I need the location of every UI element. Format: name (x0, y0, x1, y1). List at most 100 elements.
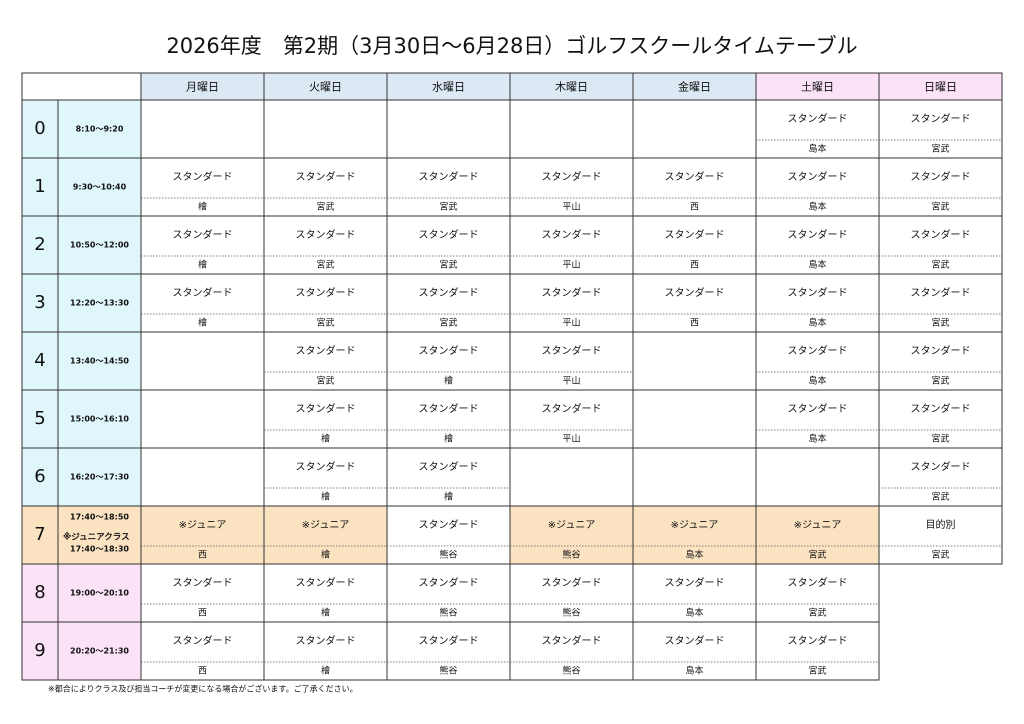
class-cell (632, 563, 757, 623)
class-name: スタンダード (788, 344, 848, 357)
coach-name: 平山 (562, 318, 580, 329)
class-cell (632, 505, 757, 565)
class-cell (509, 447, 634, 507)
class-name: ※ジュニア (671, 520, 719, 531)
class-name: スタンダード (542, 576, 602, 589)
class-name: スタンダード (296, 344, 356, 357)
coach-name: 西 (198, 608, 207, 619)
class-name: スタンダード (296, 402, 356, 415)
class-name: スタンダード (911, 112, 971, 125)
coach-name: 檜 (198, 259, 207, 271)
coach-name: 宮武 (439, 259, 457, 271)
class-cell (509, 621, 634, 681)
class-cell (755, 215, 880, 275)
day-header (263, 72, 388, 101)
class-cell (632, 447, 757, 507)
coach-name: 宮武 (931, 491, 949, 503)
coach-name: 宮武 (316, 375, 334, 387)
period: 5 (34, 408, 45, 429)
coach-name: 檜 (321, 549, 330, 561)
class-cell (140, 215, 265, 275)
class-cell (140, 389, 265, 449)
period-cell (21, 99, 59, 159)
day-label: 水曜日 (432, 81, 465, 94)
class-cell (509, 99, 634, 159)
class-name: スタンダード (542, 344, 602, 357)
class-name: スタンダード (173, 634, 233, 647)
class-cell (263, 331, 388, 391)
coach-name: 西 (690, 318, 699, 329)
period-cell (21, 215, 59, 275)
period: 6 (34, 466, 45, 487)
class-cell (632, 621, 757, 681)
coach-name: 熊谷 (562, 549, 580, 561)
time: 10:50～12:00 (70, 241, 129, 250)
class-cell (509, 215, 634, 275)
coach-name: 平山 (562, 376, 580, 387)
coach-name: 宮武 (931, 317, 949, 329)
class-name: スタンダード (419, 170, 479, 183)
class-cell (755, 621, 880, 681)
class-name: スタンダード (542, 402, 602, 415)
class-name: スタンダード (419, 228, 479, 241)
coach-name: 熊谷 (562, 607, 580, 619)
class-cell (878, 389, 1003, 449)
time: 12:20～13:30 (70, 299, 129, 308)
period: 8 (34, 582, 45, 603)
coach-name: 宮武 (931, 549, 949, 561)
period: 3 (34, 292, 45, 313)
class-cell (263, 621, 388, 681)
time-cell (57, 447, 142, 507)
class-cell (263, 563, 388, 623)
class-name: スタンダード (296, 286, 356, 299)
coach-name: 檜 (321, 607, 330, 619)
class-name: スタンダード (419, 344, 479, 357)
class-cell (140, 157, 265, 217)
coach-name: 檜 (444, 433, 453, 445)
day-label: 月曜日 (186, 81, 219, 94)
coach-name: 宮武 (316, 259, 334, 271)
class-name: スタンダード (788, 576, 848, 589)
class-name: ※ジュニア (794, 520, 842, 531)
class-cell (263, 273, 388, 333)
coach-name: 宮武 (931, 259, 949, 271)
coach-name: 宮武 (808, 607, 826, 619)
coach-name: 島本 (808, 143, 826, 155)
class-name: スタンダード (788, 402, 848, 415)
class-cell (755, 447, 880, 507)
time-cell (57, 389, 142, 449)
coach-name: 宮武 (808, 665, 826, 677)
class-cell (755, 99, 880, 159)
class-cell (263, 157, 388, 217)
coach-name: 島本 (808, 433, 826, 445)
class-cell (386, 99, 511, 159)
period-cell (21, 621, 59, 681)
class-name: スタンダード (419, 634, 479, 647)
coach-name: 宮武 (316, 201, 334, 213)
coach-name: 熊谷 (439, 665, 457, 677)
class-name: スタンダード (911, 344, 971, 357)
day-label: 日曜日 (924, 81, 957, 94)
time-cell (57, 273, 142, 333)
coach-name: 西 (690, 202, 699, 213)
class-name: スタンダード (296, 170, 356, 183)
class-name: スタンダード (419, 576, 479, 589)
coach-name: 島本 (685, 607, 703, 619)
class-cell (878, 99, 1003, 159)
class-name: スタンダード (296, 460, 356, 473)
period-cell (21, 447, 59, 507)
class-cell (632, 389, 757, 449)
class-name: スタンダード (788, 286, 848, 299)
class-cell (263, 215, 388, 275)
coach-name: 檜 (198, 317, 207, 329)
coach-name: 宮武 (808, 549, 826, 561)
coach-name: 檜 (321, 665, 330, 677)
class-name: スタンダード (173, 286, 233, 299)
class-name: スタンダード (542, 228, 602, 241)
period: 9 (34, 640, 45, 661)
class-name: スタンダード (788, 228, 848, 241)
time: 19:00～20:10 (70, 589, 129, 598)
class-name: スタンダード (173, 228, 233, 241)
day-label: 金曜日 (678, 80, 711, 94)
class-name: スタンダード (419, 286, 479, 299)
